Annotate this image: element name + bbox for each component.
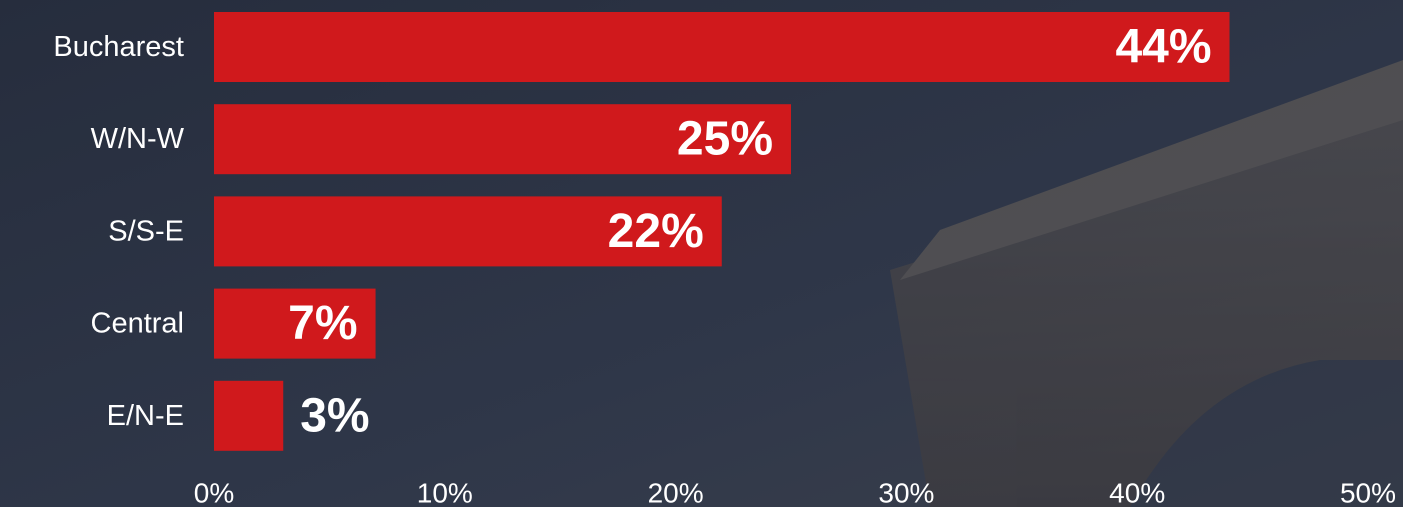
bar bbox=[214, 12, 1230, 82]
value-label: 22% bbox=[608, 205, 704, 258]
bar bbox=[214, 380, 284, 451]
x-tick-label: 50% bbox=[1340, 478, 1396, 507]
x-tick-label: 30% bbox=[878, 478, 934, 507]
x-tick-label: 10% bbox=[417, 478, 473, 507]
x-tick-label: 0% bbox=[194, 478, 234, 507]
value-label: 3% bbox=[300, 389, 369, 442]
value-label: 25% bbox=[677, 113, 773, 166]
arch-backdrop bbox=[890, 60, 1403, 507]
bar bbox=[214, 196, 722, 267]
category-label: Bucharest bbox=[53, 31, 184, 63]
category-label: S/S-E bbox=[108, 215, 184, 247]
bar bbox=[214, 104, 791, 175]
x-tick-label: 20% bbox=[648, 478, 704, 507]
value-label: 44% bbox=[1115, 21, 1211, 74]
category-label: Central bbox=[91, 308, 185, 340]
value-label: 7% bbox=[288, 297, 357, 350]
bar bbox=[214, 288, 376, 359]
category-label: W/N-W bbox=[91, 123, 185, 155]
x-tick-label: 40% bbox=[1109, 478, 1165, 507]
category-label: E/N-E bbox=[107, 400, 184, 432]
